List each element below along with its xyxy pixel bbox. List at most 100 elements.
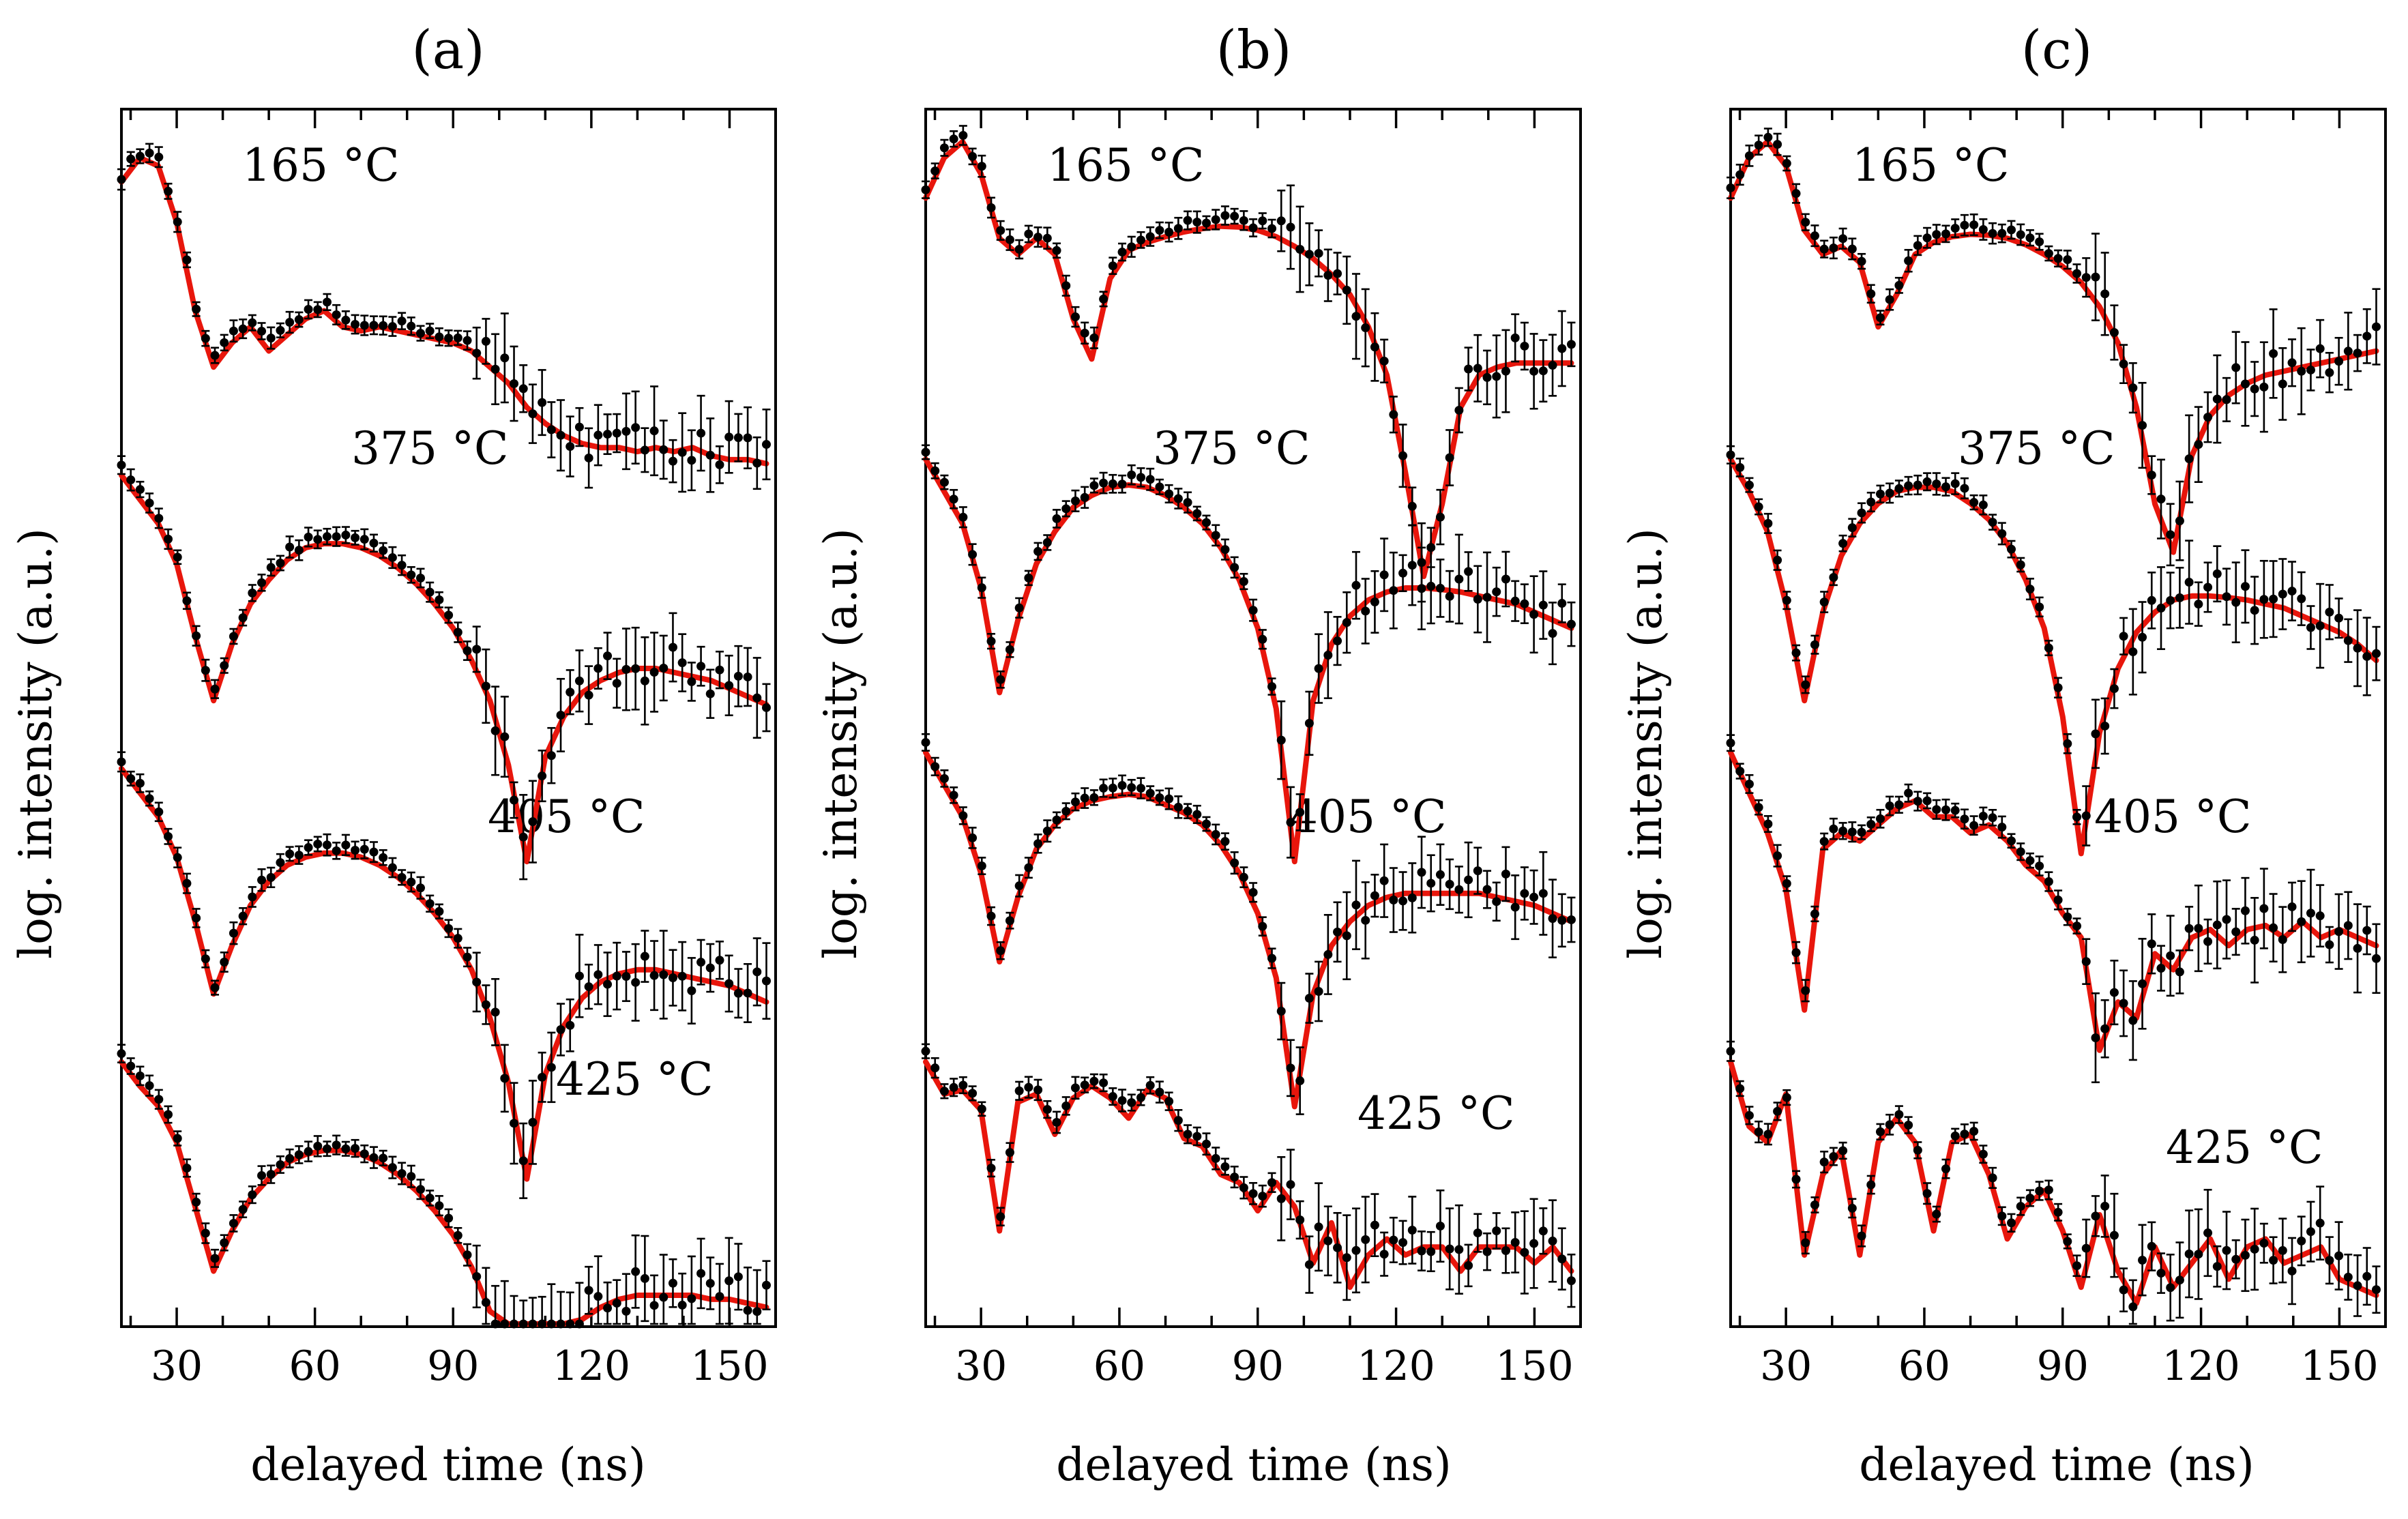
- data-point: [2315, 911, 2325, 921]
- data-point: [135, 1071, 145, 1080]
- data-point: [1080, 793, 1089, 803]
- data-point: [1239, 216, 1248, 225]
- data-point: [1875, 814, 1885, 823]
- data-point: [1473, 1228, 1482, 1238]
- data-point: [1080, 492, 1089, 502]
- data-point: [229, 632, 238, 641]
- data-point: [2297, 366, 2306, 376]
- data-point: [135, 778, 145, 788]
- data-point: [1183, 498, 1192, 507]
- data-point: [1969, 220, 1979, 230]
- fit-curve: [119, 1059, 769, 1327]
- data-point: [2325, 607, 2334, 617]
- data-point: [1763, 819, 1773, 829]
- data-point: [1155, 793, 1164, 802]
- data-point: [1361, 606, 1370, 616]
- data-point: [1239, 1183, 1248, 1192]
- data-point: [2250, 606, 2259, 615]
- data-point: [1267, 224, 1277, 233]
- data-point: [359, 321, 369, 330]
- data-point: [1838, 826, 1848, 836]
- data-point: [1052, 514, 1061, 523]
- data-point: [313, 1141, 323, 1151]
- data-point: [574, 422, 584, 432]
- data-point: [1127, 470, 1136, 480]
- data-point: [2297, 1236, 2306, 1245]
- data-point: [1819, 598, 1829, 607]
- data-point: [696, 1269, 706, 1278]
- data-point: [2212, 569, 2222, 578]
- data-point: [2053, 254, 2063, 263]
- data-point: [1520, 889, 1529, 898]
- data-point: [1744, 1110, 1754, 1120]
- data-point: [2025, 856, 2035, 866]
- data-point: [2250, 384, 2259, 394]
- data-point: [359, 1149, 369, 1159]
- data-point: [1950, 806, 1960, 815]
- data-point: [425, 1193, 435, 1203]
- data-point: [210, 983, 220, 992]
- data-point: [687, 456, 696, 465]
- data-point: [1145, 788, 1155, 798]
- data-point: [276, 325, 285, 335]
- data-point: [1005, 235, 1014, 244]
- data-point: [2287, 587, 2297, 596]
- data-point: [921, 447, 930, 457]
- data-point: [1211, 1153, 1220, 1163]
- data-point: [2297, 594, 2306, 604]
- data-point: [621, 664, 631, 674]
- data-point: [490, 1007, 500, 1017]
- data-point: [248, 318, 257, 327]
- data-point: [1024, 573, 1033, 582]
- data-point: [192, 1197, 201, 1207]
- data-point: [2259, 904, 2269, 913]
- data-point: [2250, 1244, 2259, 1254]
- data-point: [173, 853, 182, 862]
- data-point: [1061, 806, 1071, 816]
- plot-frame: [120, 108, 777, 1328]
- data-point: [1145, 475, 1155, 484]
- data-point: [294, 315, 304, 325]
- data-point: [1773, 1106, 1782, 1116]
- data-point: [1398, 1238, 1408, 1248]
- data-point: [2044, 877, 2053, 887]
- data-point: [2269, 594, 2278, 604]
- data-point: [752, 1307, 762, 1316]
- data-point: [761, 440, 771, 449]
- data-point: [1782, 159, 1791, 168]
- data-point: [397, 561, 407, 570]
- data-point: [490, 364, 500, 374]
- data-point: [1866, 1180, 1876, 1190]
- data-point: [2325, 1256, 2334, 1265]
- data-point: [2166, 951, 2175, 960]
- data-point: [2147, 1241, 2156, 1251]
- data-point: [453, 934, 462, 943]
- data-point: [603, 979, 613, 989]
- data-point: [266, 1170, 276, 1179]
- data-point: [996, 675, 1005, 684]
- data-point: [538, 398, 547, 407]
- data-point: [1099, 478, 1108, 488]
- data-point: [538, 1319, 547, 1329]
- data-point: [1548, 1236, 1557, 1245]
- data-point: [1791, 1175, 1801, 1184]
- temp-label: 405 °C: [1289, 791, 1446, 843]
- temp-label: 425 °C: [556, 1053, 713, 1106]
- data-point: [1145, 1080, 1155, 1090]
- data-point: [1548, 361, 1557, 370]
- data-point: [1529, 366, 1539, 376]
- data-point: [715, 1292, 724, 1301]
- y-axis-label: log. intensity (a.u.): [814, 528, 867, 959]
- fit-curve: [1728, 138, 2379, 555]
- data-point: [1117, 781, 1127, 791]
- data-point: [145, 148, 154, 158]
- data-point: [2371, 322, 2381, 331]
- data-point: [1482, 1247, 1492, 1256]
- data-point: [285, 542, 295, 552]
- fit-curve: [1728, 750, 2379, 1053]
- data-point: [1988, 813, 1997, 823]
- data-point: [1473, 595, 1482, 604]
- data-point: [2138, 1255, 2147, 1265]
- data-point: [1136, 235, 1145, 245]
- data-point: [640, 445, 649, 455]
